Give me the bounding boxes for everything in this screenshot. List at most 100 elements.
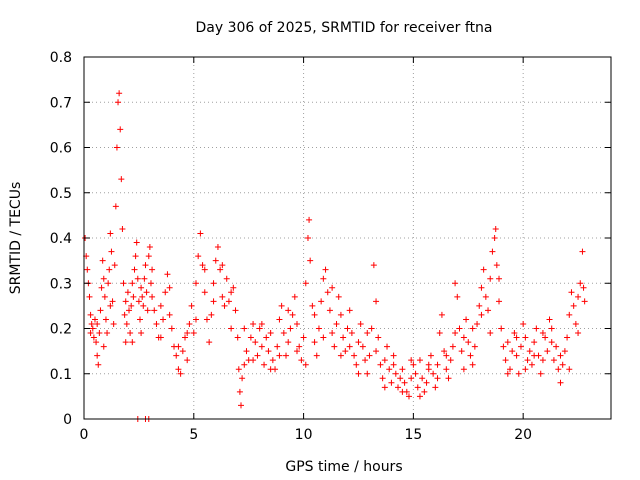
data-point — [94, 320, 101, 327]
data-point — [458, 348, 465, 355]
data-point — [141, 275, 148, 282]
data-point — [478, 284, 485, 291]
data-point — [555, 366, 562, 373]
data-point — [307, 257, 314, 264]
data-point — [221, 302, 228, 309]
data-point — [366, 352, 373, 359]
data-point — [206, 339, 213, 346]
chart-title: Day 306 of 2025, SRMTID for receiver ftn… — [195, 20, 492, 36]
data-point — [168, 325, 175, 332]
y-tick-label: 0.6 — [50, 141, 72, 157]
data-point — [232, 307, 239, 314]
data-point — [522, 334, 529, 341]
data-point — [506, 366, 513, 373]
data-point — [416, 393, 423, 400]
data-point — [116, 90, 123, 97]
data-point — [397, 375, 404, 382]
data-point — [186, 320, 193, 327]
data-point — [124, 289, 131, 296]
data-point — [94, 352, 101, 359]
data-point — [381, 384, 388, 391]
data-point — [401, 379, 408, 386]
data-point — [322, 266, 329, 273]
data-point — [384, 343, 391, 350]
data-point — [427, 352, 434, 359]
data-point — [430, 370, 437, 377]
data-point — [414, 384, 421, 391]
data-point — [106, 266, 113, 273]
data-point — [230, 284, 237, 291]
data-point — [355, 339, 362, 346]
y-tick-label: 0.3 — [50, 276, 72, 292]
data-point — [445, 375, 452, 382]
data-point — [250, 320, 257, 327]
data-point — [136, 316, 143, 323]
data-point — [542, 334, 549, 341]
data-point — [526, 348, 533, 355]
data-point — [89, 325, 96, 332]
data-point — [151, 307, 158, 314]
data-point — [139, 293, 146, 300]
data-point — [460, 366, 467, 373]
data-point — [344, 325, 351, 332]
data-point — [425, 361, 432, 368]
data-point — [107, 302, 114, 309]
data-point — [550, 357, 557, 364]
data-point — [320, 275, 327, 282]
data-point — [500, 343, 507, 350]
x-axis-label: GPS time / hours — [285, 459, 402, 475]
data-point — [285, 307, 292, 314]
data-point — [214, 244, 221, 251]
data-point — [133, 239, 140, 246]
data-point — [285, 339, 292, 346]
data-point — [469, 361, 476, 368]
data-point — [84, 266, 91, 273]
data-point — [337, 352, 344, 359]
data-point — [99, 257, 106, 264]
data-point — [100, 343, 107, 350]
data-point — [120, 280, 127, 287]
data-point — [368, 325, 375, 332]
data-point — [568, 289, 575, 296]
data-point — [456, 325, 463, 332]
data-point — [381, 357, 388, 364]
data-point — [498, 325, 505, 332]
data-point — [173, 352, 180, 359]
data-point — [104, 330, 111, 337]
data-point — [278, 302, 285, 309]
data-point — [580, 284, 587, 291]
data-point — [184, 357, 191, 364]
y-tick-labels: 0 0.1 0.2 0.3 0.4 0.5 0.6 0.7 0.8 — [50, 50, 72, 428]
data-point — [487, 275, 494, 282]
data-point — [359, 343, 366, 350]
data-point — [531, 352, 538, 359]
data-point — [300, 334, 307, 341]
data-point — [544, 348, 551, 355]
data-point — [108, 248, 115, 255]
data-point — [97, 307, 104, 314]
data-point — [379, 375, 386, 382]
data-point — [302, 361, 309, 368]
data-point — [434, 375, 441, 382]
data-point — [388, 379, 395, 386]
x-tick-label: 15 — [404, 427, 422, 443]
data-point — [447, 357, 454, 364]
data-point — [283, 352, 290, 359]
data-point — [432, 384, 439, 391]
data-point — [175, 343, 182, 350]
data-point — [157, 334, 164, 341]
data-point — [438, 311, 445, 318]
data-point — [280, 330, 287, 337]
data-point — [353, 361, 360, 368]
data-point — [87, 311, 94, 318]
data-point — [111, 262, 118, 269]
data-point — [239, 375, 246, 382]
data-point — [188, 302, 195, 309]
data-point — [577, 280, 584, 287]
data-point — [110, 320, 117, 327]
data-point — [460, 334, 467, 341]
data-point — [241, 325, 248, 332]
data-point — [166, 311, 173, 318]
data-point — [504, 339, 511, 346]
data-point — [261, 361, 268, 368]
